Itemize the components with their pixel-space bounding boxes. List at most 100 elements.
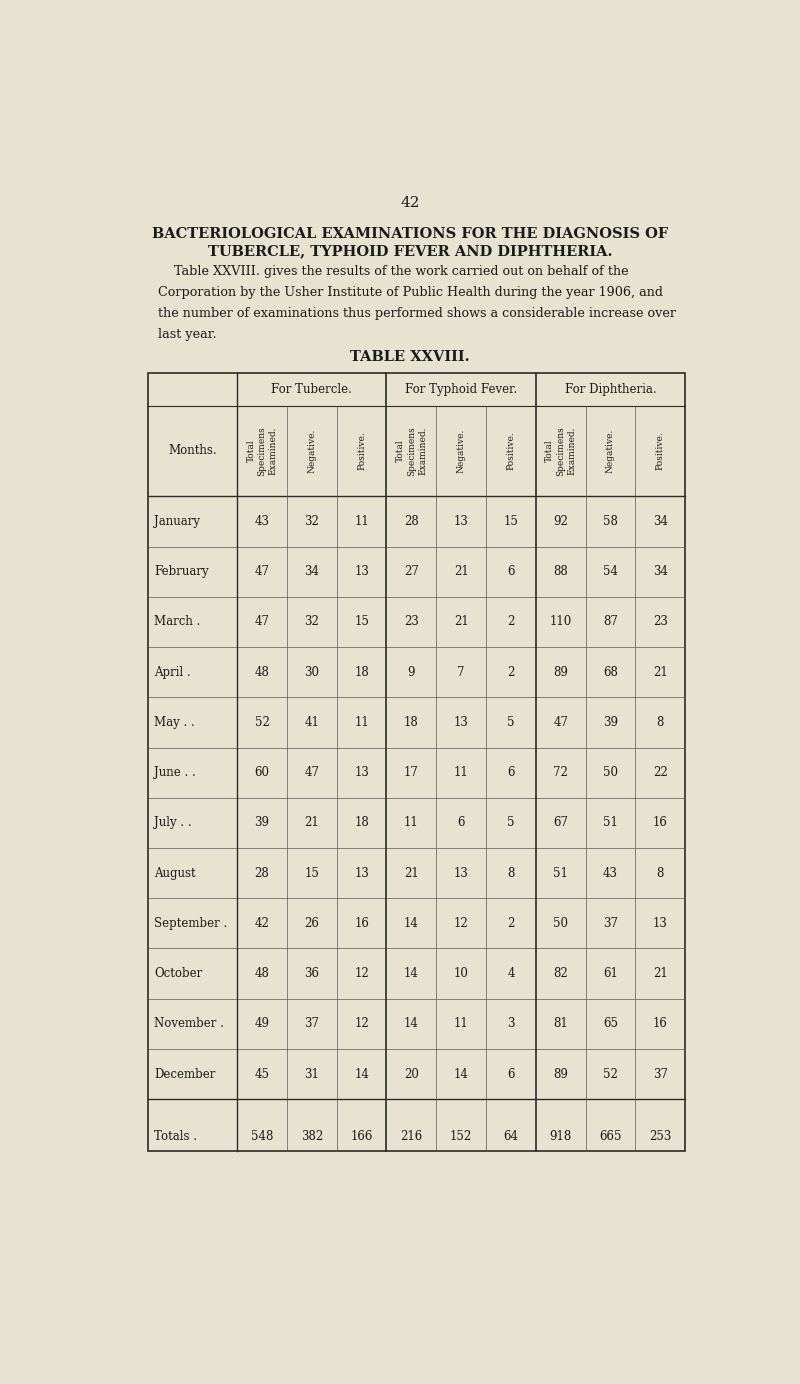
Text: Total
Specimens
Examined.: Total Specimens Examined.: [545, 426, 576, 476]
Text: 13: 13: [454, 515, 469, 529]
Text: TABLE XXVIII.: TABLE XXVIII.: [350, 350, 470, 364]
Text: Positive.: Positive.: [656, 432, 665, 471]
Text: 48: 48: [254, 967, 270, 980]
Text: 14: 14: [404, 916, 419, 930]
Text: 6: 6: [458, 817, 465, 829]
Text: 37: 37: [603, 916, 618, 930]
Text: 5: 5: [507, 817, 514, 829]
Text: 81: 81: [554, 1017, 568, 1030]
Text: 21: 21: [454, 565, 469, 579]
Text: For Tubercle.: For Tubercle.: [271, 383, 352, 396]
Text: February: February: [154, 565, 209, 579]
Text: 665: 665: [599, 1131, 622, 1143]
Text: 15: 15: [354, 616, 369, 628]
Text: 51: 51: [554, 866, 568, 880]
Text: 110: 110: [550, 616, 572, 628]
Text: 34: 34: [653, 515, 668, 529]
Text: 34: 34: [653, 565, 668, 579]
Text: January: January: [154, 515, 200, 529]
Text: 23: 23: [404, 616, 419, 628]
Text: 82: 82: [554, 967, 568, 980]
Text: 8: 8: [657, 866, 664, 880]
Text: 39: 39: [254, 817, 270, 829]
Text: 43: 43: [254, 515, 270, 529]
Text: 22: 22: [653, 767, 668, 779]
Text: 13: 13: [354, 565, 369, 579]
Text: 87: 87: [603, 616, 618, 628]
Text: 6: 6: [507, 565, 514, 579]
Text: 42: 42: [400, 197, 420, 210]
Text: 11: 11: [454, 767, 469, 779]
Text: July . .: July . .: [154, 817, 192, 829]
Text: 89: 89: [554, 1067, 568, 1081]
Text: 14: 14: [404, 1017, 419, 1030]
Text: 47: 47: [254, 565, 270, 579]
Text: 18: 18: [404, 716, 418, 729]
Text: Negative.: Negative.: [606, 429, 615, 473]
Text: 60: 60: [254, 767, 270, 779]
Text: 18: 18: [354, 817, 369, 829]
Text: 21: 21: [653, 666, 668, 678]
Text: Negative.: Negative.: [457, 429, 466, 473]
Text: 20: 20: [404, 1067, 419, 1081]
Text: 51: 51: [603, 817, 618, 829]
Text: 50: 50: [553, 916, 568, 930]
Text: 43: 43: [603, 866, 618, 880]
Text: 32: 32: [304, 515, 319, 529]
Text: 152: 152: [450, 1131, 472, 1143]
Text: Months.: Months.: [168, 444, 217, 458]
Text: 13: 13: [454, 866, 469, 880]
Text: 16: 16: [653, 1017, 668, 1030]
Text: 32: 32: [304, 616, 319, 628]
Text: November .: November .: [154, 1017, 224, 1030]
Text: the number of examinations thus performed shows a considerable increase over: the number of examinations thus performe…: [158, 307, 676, 320]
Text: 18: 18: [354, 666, 369, 678]
Text: 23: 23: [653, 616, 668, 628]
Text: 26: 26: [304, 916, 319, 930]
Text: 9: 9: [408, 666, 415, 678]
Text: December: December: [154, 1067, 216, 1081]
Text: 6: 6: [507, 767, 514, 779]
Text: 64: 64: [503, 1131, 518, 1143]
Text: For Typhoid Fever.: For Typhoid Fever.: [405, 383, 518, 396]
Text: 2: 2: [507, 916, 514, 930]
Text: May . .: May . .: [154, 716, 195, 729]
Text: 21: 21: [653, 967, 668, 980]
Text: 39: 39: [603, 716, 618, 729]
Text: 8: 8: [507, 866, 514, 880]
Text: 67: 67: [553, 817, 568, 829]
Text: 14: 14: [354, 1067, 369, 1081]
Text: 216: 216: [400, 1131, 422, 1143]
Text: 7: 7: [458, 666, 465, 678]
Text: 166: 166: [350, 1131, 373, 1143]
Text: 37: 37: [304, 1017, 319, 1030]
Text: 21: 21: [404, 866, 418, 880]
Text: 11: 11: [354, 716, 369, 729]
Text: 2: 2: [507, 616, 514, 628]
Text: 6: 6: [507, 1067, 514, 1081]
Text: April .: April .: [154, 666, 191, 678]
Text: Totals .: Totals .: [154, 1131, 198, 1143]
Text: Corporation by the Usher Institute of Public Health during the year 1906, and: Corporation by the Usher Institute of Pu…: [158, 286, 663, 299]
Text: 49: 49: [254, 1017, 270, 1030]
Text: Positive.: Positive.: [506, 432, 515, 471]
Text: 34: 34: [304, 565, 319, 579]
Text: 89: 89: [554, 666, 568, 678]
Text: 12: 12: [354, 1017, 369, 1030]
Text: 12: 12: [354, 967, 369, 980]
Text: 14: 14: [404, 967, 419, 980]
Text: June . .: June . .: [154, 767, 196, 779]
Text: Positive.: Positive.: [357, 432, 366, 471]
Text: 47: 47: [553, 716, 568, 729]
Text: 61: 61: [603, 967, 618, 980]
Text: 72: 72: [554, 767, 568, 779]
Text: 65: 65: [603, 1017, 618, 1030]
Text: 17: 17: [404, 767, 419, 779]
Text: 31: 31: [304, 1067, 319, 1081]
Text: 15: 15: [304, 866, 319, 880]
Text: 5: 5: [507, 716, 514, 729]
Text: For Diphtheria.: For Diphtheria.: [565, 383, 656, 396]
Text: 21: 21: [454, 616, 469, 628]
Text: 30: 30: [304, 666, 319, 678]
Text: Table XXVIII. gives the results of the work carried out on behalf of the: Table XXVIII. gives the results of the w…: [174, 266, 628, 278]
